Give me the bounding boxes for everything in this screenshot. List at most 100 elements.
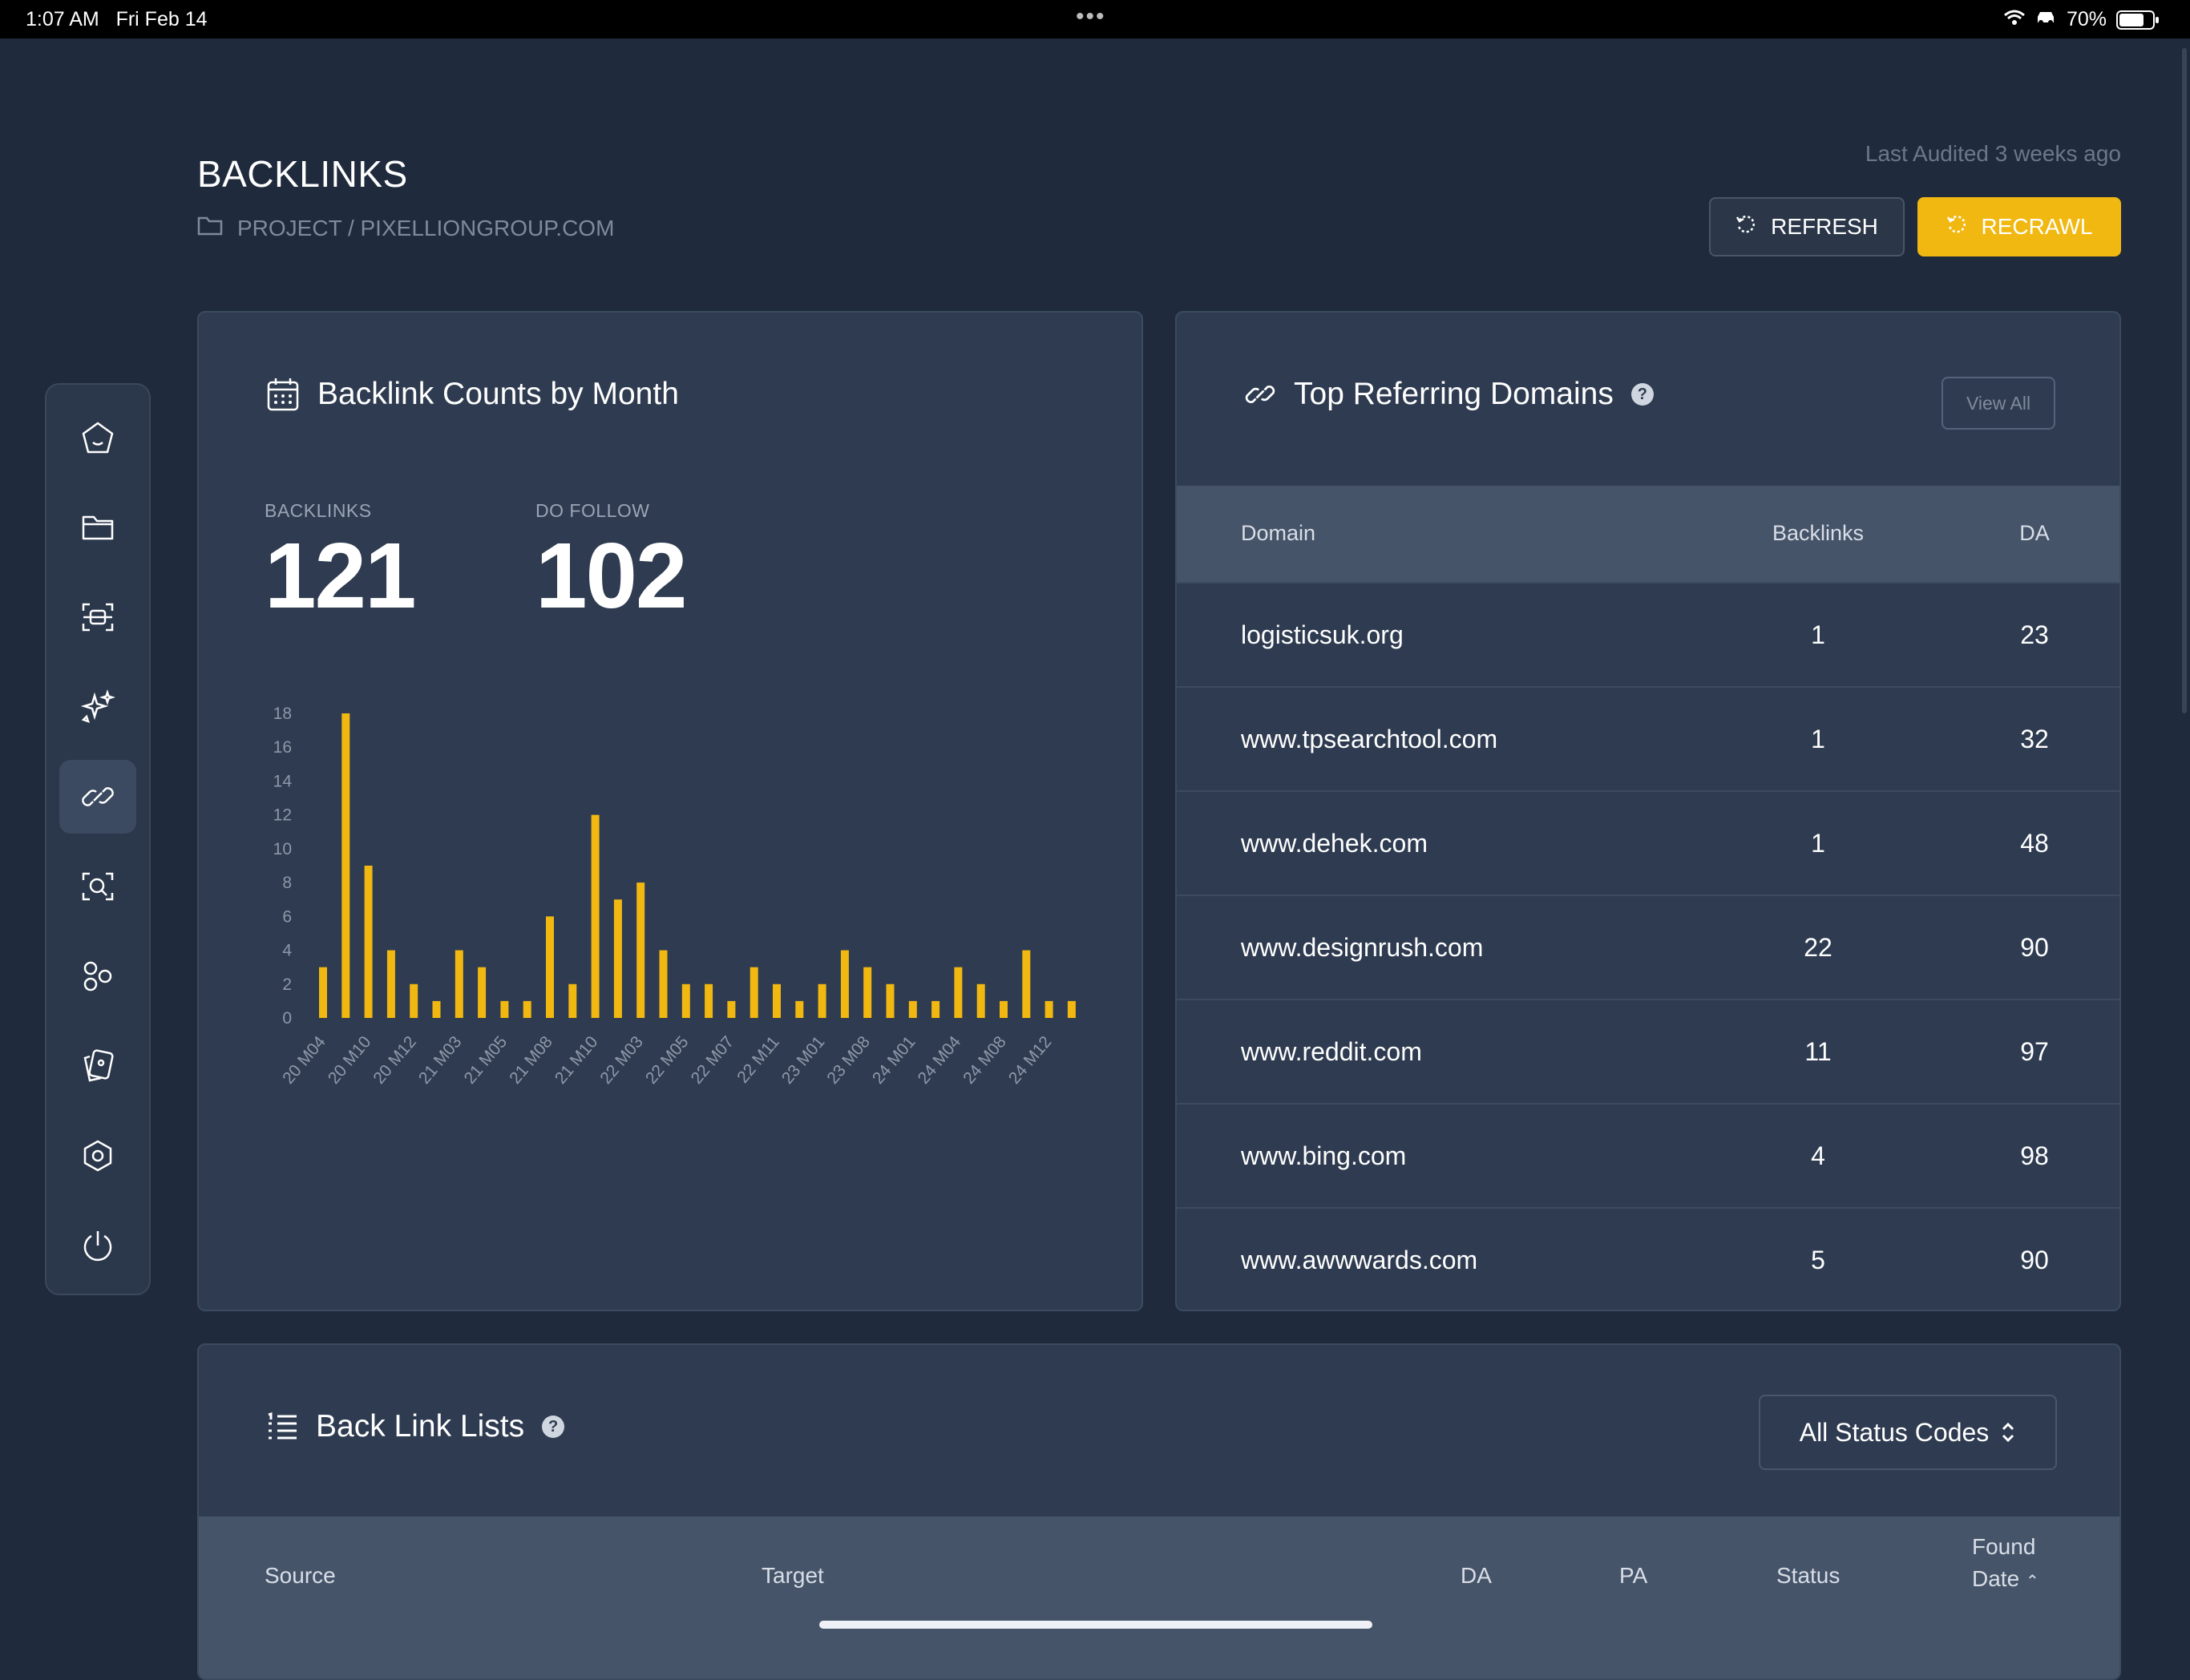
backlinks-cell: 4 [1811,1141,1825,1170]
column-header-da[interactable]: DA [2019,521,2050,545]
chart-bar-25-m01[interactable] [1067,1000,1076,1018]
sidebar-item-projects[interactable] [59,491,136,564]
chart-bar-24-m08[interactable] [1000,1000,1008,1018]
chart-title: Backlink Counts by Month [317,377,679,411]
sort-asc-icon[interactable]: ⌃ [2025,1573,2039,1590]
chart-bar-24-m02[interactable] [931,1000,940,1018]
chart-bar-23-m08[interactable] [863,967,872,1018]
sidebar-item-ai[interactable] [59,670,136,744]
chart-bar-22-m10[interactable] [750,967,758,1018]
chart-bar-24-m01[interactable] [908,1000,917,1018]
date-label: Date [1972,1566,2020,1591]
link-icon [1245,386,1275,403]
help-icon[interactable]: ? [542,1415,565,1438]
multitasking-dots-icon[interactable]: ••• [1076,3,1106,30]
table-row[interactable]: www.awwwards.com 5 90 [1177,1207,2119,1310]
chart-bar-20-m04[interactable] [319,967,327,1018]
domain-cell[interactable]: www.designrush.com [1241,933,1484,962]
chart-bar-22-m04[interactable] [659,950,668,1018]
dofollow-value: 102 [535,523,688,628]
chart-bar-23-m09[interactable] [886,983,895,1018]
chart-bar-21-m01[interactable] [432,1000,441,1018]
view-all-button[interactable]: View All [1942,377,2055,430]
chart-bar-22-m07[interactable] [727,1000,736,1018]
backlinks-stat: BACKLINKS 121 [265,500,417,629]
domain-cell[interactable]: www.bing.com [1241,1141,1407,1170]
sidebar-item-cards[interactable] [59,1029,136,1103]
domain-cell[interactable]: www.awwwards.com [1241,1246,1478,1274]
chart-bar-21-m04[interactable] [478,967,487,1018]
column-header-domain[interactable]: Domain [1241,521,1316,545]
chart-bar-22-m12[interactable] [795,1000,804,1018]
scrollbar[interactable] [2182,48,2187,713]
domain-cell[interactable]: logisticsuk.org [1241,620,1404,649]
chart-bar-21-m08[interactable] [546,916,554,1018]
y-tick-label: 4 [282,942,292,960]
column-header-status[interactable]: Status [1776,1563,1840,1588]
chart-bar-23-m02[interactable] [840,950,849,1018]
breadcrumb-text[interactable]: PROJECT / PIXELLIONGROUP.COM [237,215,615,240]
sidebar-item-logout[interactable] [59,1209,136,1282]
chart-bar-24-m04[interactable] [954,967,963,1018]
sidebar-item-audit[interactable] [59,580,136,654]
last-audited-text: Last Audited 3 weeks ago [1865,141,2121,166]
status-time: 1:07 AM Fri Feb 14 [26,8,208,30]
table-row[interactable]: www.designrush.com 22 90 [1177,895,2119,999]
table-row[interactable]: www.reddit.com 11 97 [1177,999,2119,1103]
home-indicator[interactable] [819,1621,1372,1629]
chart-bar-22-m11[interactable] [773,983,781,1018]
column-header-source[interactable]: Source [265,1563,336,1588]
help-icon[interactable]: ? [1630,383,1654,406]
column-header-found-date[interactable]: Found Date ⌃ [1972,1531,2039,1597]
chart-bar-21-m11[interactable] [613,899,622,1018]
x-tick-label: 20 M10 [325,1032,375,1087]
breadcrumb[interactable]: PROJECT / PIXELLIONGROUP.COM [197,215,614,241]
list-icon [268,1412,297,1440]
chart-bar-20-m05[interactable] [341,713,350,1018]
recrawl-icon [1946,214,1967,240]
domain-cell[interactable]: www.dehek.com [1241,829,1428,858]
da-cell: 23 [2020,620,2049,649]
table-row[interactable]: logisticsuk.org 1 23 [1177,582,2119,686]
sidebar-item-search[interactable] [59,850,136,923]
table-row[interactable]: www.dehek.com 1 48 [1177,790,2119,895]
domain-cell[interactable]: www.reddit.com [1241,1037,1422,1066]
chart-bar-21-m10[interactable] [591,814,600,1018]
chart-bar-21-m03[interactable] [455,950,463,1018]
sidebar-item-home[interactable] [59,401,136,475]
chart-bar-22-m05[interactable] [681,983,690,1018]
chart-bar-24-m09[interactable] [1022,950,1031,1018]
sidebar-item-settings[interactable] [59,1119,136,1193]
sidebar-item-integrations[interactable] [59,939,136,1013]
chart-bar-24-m05[interactable] [976,983,985,1018]
x-tick-label: 22 M03 [596,1032,647,1087]
chart-bar-22-m06[interactable] [705,983,713,1018]
backlinks-cell: 1 [1811,620,1825,649]
domains-table-header: Domain Backlinks DA [1177,486,2119,582]
chart-bar-22-m03[interactable] [636,882,645,1018]
chart-bar-20-m11[interactable] [386,950,395,1018]
recrawl-button[interactable]: RECRAWL [1917,197,2121,256]
status-codes-select[interactable]: All Status Codes [1759,1395,2057,1470]
column-header-da[interactable]: DA [1461,1563,1492,1588]
domain-cell[interactable]: www.tpsearchtool.com [1241,725,1498,753]
dofollow-label: DO FOLLOW [535,500,650,521]
refresh-button[interactable]: REFRESH [1709,197,1905,256]
chart-bar-21-m06[interactable] [523,1000,531,1018]
chart-bar-21-m09[interactable] [568,983,577,1018]
chart-bar-23-m01[interactable] [818,983,826,1018]
table-row[interactable]: www.tpsearchtool.com 1 32 [1177,686,2119,790]
chart-bar-24-m12[interactable] [1044,1000,1053,1018]
column-header-pa[interactable]: PA [1619,1563,1648,1588]
y-tick-label: 6 [282,907,292,926]
chart-bar-21-m05[interactable] [500,1000,509,1018]
chart-bar-20-m10[interactable] [364,866,373,1018]
shapes-icon [83,961,112,991]
sidebar-item-backlinks[interactable] [59,760,136,834]
column-header-backlinks[interactable]: Backlinks [1772,521,1865,545]
table-row[interactable]: www.bing.com 4 98 [1177,1103,2119,1207]
found-label: Found [1972,1534,2036,1559]
chart-bar-20-m12[interactable] [410,983,418,1018]
column-header-target[interactable]: Target [762,1563,824,1588]
